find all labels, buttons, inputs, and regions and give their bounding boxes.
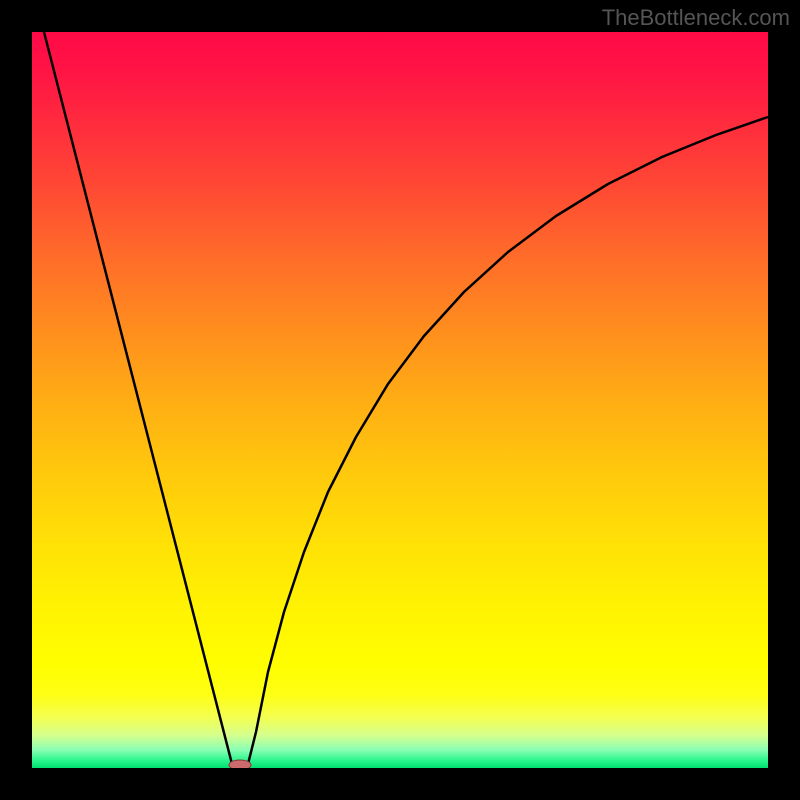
watermark-text: TheBottleneck.com [602, 5, 790, 31]
frame-border-bottom [0, 768, 800, 800]
chart-container: TheBottleneck.com [0, 0, 800, 800]
frame-border-left [0, 0, 32, 800]
frame-border-right [768, 0, 800, 800]
outer-frame [0, 0, 800, 800]
